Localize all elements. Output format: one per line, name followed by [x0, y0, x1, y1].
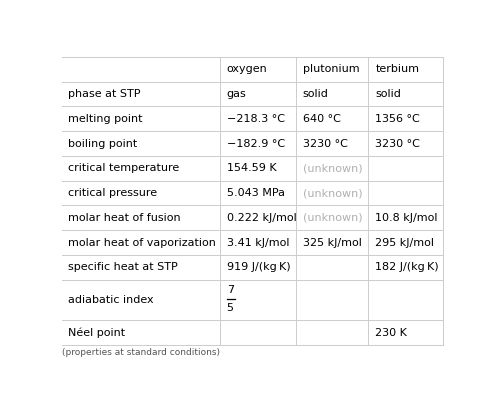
Text: (properties at standard conditions): (properties at standard conditions): [62, 348, 219, 357]
Text: 182 J/(kg K): 182 J/(kg K): [375, 262, 439, 272]
Text: 154.59 K: 154.59 K: [227, 163, 276, 173]
Text: 325 kJ/mol: 325 kJ/mol: [303, 238, 362, 247]
Text: molar heat of fusion: molar heat of fusion: [68, 213, 181, 223]
Text: 640 °C: 640 °C: [303, 114, 341, 124]
Text: 5: 5: [227, 303, 234, 313]
Text: 3230 °C: 3230 °C: [375, 139, 420, 148]
Text: 7: 7: [227, 285, 234, 295]
Text: boiling point: boiling point: [68, 139, 138, 148]
Text: melting point: melting point: [68, 114, 143, 124]
Text: specific heat at STP: specific heat at STP: [68, 262, 178, 272]
Text: 0.222 kJ/mol: 0.222 kJ/mol: [227, 213, 296, 223]
Text: 3.41 kJ/mol: 3.41 kJ/mol: [227, 238, 289, 247]
Text: (unknown): (unknown): [303, 188, 363, 198]
Text: oxygen: oxygen: [227, 64, 267, 74]
Text: gas: gas: [227, 89, 246, 99]
Text: 1356 °C: 1356 °C: [375, 114, 420, 124]
Text: 3230 °C: 3230 °C: [303, 139, 348, 148]
Text: adiabatic index: adiabatic index: [68, 295, 154, 305]
Text: −182.9 °C: −182.9 °C: [227, 139, 285, 148]
Text: (unknown): (unknown): [303, 163, 363, 173]
Text: 230 K: 230 K: [375, 328, 407, 338]
Text: solid: solid: [375, 89, 401, 99]
Text: 10.8 kJ/mol: 10.8 kJ/mol: [375, 213, 438, 223]
Text: plutonium: plutonium: [303, 64, 360, 74]
Text: critical pressure: critical pressure: [68, 188, 157, 198]
Text: Néel point: Néel point: [68, 328, 125, 338]
Text: 295 kJ/mol: 295 kJ/mol: [375, 238, 434, 247]
Text: critical temperature: critical temperature: [68, 163, 180, 173]
Text: terbium: terbium: [375, 64, 419, 74]
Text: 5.043 MPa: 5.043 MPa: [227, 188, 284, 198]
Text: phase at STP: phase at STP: [68, 89, 141, 99]
Text: (unknown): (unknown): [303, 213, 363, 223]
Text: −218.3 °C: −218.3 °C: [227, 114, 284, 124]
Text: solid: solid: [303, 89, 329, 99]
Text: molar heat of vaporization: molar heat of vaporization: [68, 238, 216, 247]
Text: 919 J/(kg K): 919 J/(kg K): [227, 262, 290, 272]
